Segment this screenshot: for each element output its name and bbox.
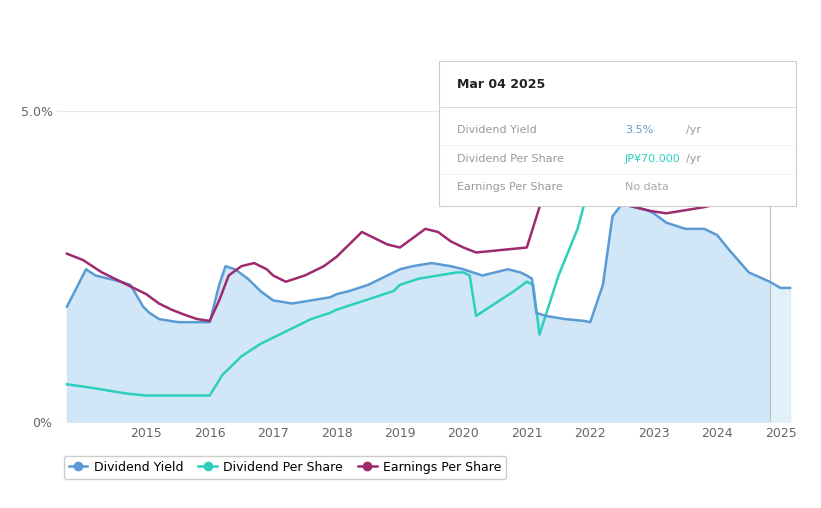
- Text: Dividend Yield: Dividend Yield: [457, 125, 537, 136]
- Text: Mar 04 2025: Mar 04 2025: [457, 78, 545, 91]
- Text: /yr: /yr: [686, 125, 700, 136]
- Text: 3.5%: 3.5%: [625, 125, 654, 136]
- Text: Dividend Per Share: Dividend Per Share: [457, 154, 564, 165]
- Text: Earnings Per Share: Earnings Per Share: [457, 182, 563, 192]
- Text: Past: Past: [772, 77, 796, 90]
- Text: /yr: /yr: [686, 154, 700, 165]
- Legend: Dividend Yield, Dividend Per Share, Earnings Per Share: Dividend Yield, Dividend Per Share, Earn…: [64, 456, 507, 479]
- Text: JP¥70.000: JP¥70.000: [625, 154, 681, 165]
- Text: No data: No data: [625, 182, 669, 192]
